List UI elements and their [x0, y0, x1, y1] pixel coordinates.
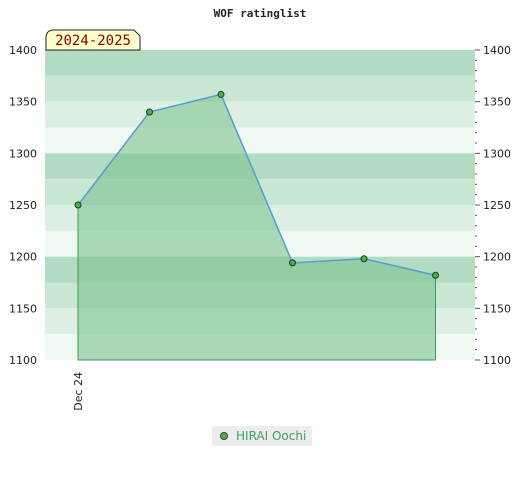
y-tick-label-left: 1350	[9, 96, 37, 109]
grid-band	[45, 127, 475, 154]
x-tick-label: Dec 24	[72, 372, 85, 411]
data-point[interactable]	[289, 259, 296, 267]
data-point[interactable]	[74, 201, 82, 209]
y-tick-label-left: 1400	[9, 44, 37, 57]
legend[interactable]: HIRAI Oochi	[212, 426, 313, 446]
series-line	[77, 93, 436, 276]
season-tag: 2024-2025	[45, 29, 141, 51]
y-tick-label-left: 1100	[9, 354, 37, 367]
data-point[interactable]	[217, 90, 225, 98]
y-tick-label-left: 1200	[9, 251, 37, 264]
y-tick-label-right: 1200	[483, 251, 511, 264]
grid-band	[45, 50, 475, 76]
y-tick-label-right: 1100	[483, 354, 511, 367]
axes: 1100 1100 1150 1150 1200 1200 1250 1250 1300 1300…	[9, 44, 511, 411]
y-tick-label-left: 1250	[9, 199, 37, 212]
y-tick-label-right: 1300	[483, 147, 511, 160]
legend-series-name: HIRAI Oochi	[236, 429, 307, 443]
markers	[74, 90, 439, 279]
y-tick-label-right: 1250	[483, 199, 511, 212]
y-tick-label-right: 1350	[483, 96, 511, 109]
y-tick-label-right: 1400	[483, 44, 511, 57]
y-tick-label-right: 1150	[483, 302, 511, 315]
y-tick-label-left: 1150	[9, 302, 37, 315]
grid-band	[45, 75, 475, 102]
chart-title: WOF ratinglist	[214, 7, 307, 20]
y-tick-label-left: 1300	[9, 147, 37, 160]
season-label: 2024-2025	[55, 33, 131, 49]
data-point[interactable]	[432, 271, 439, 279]
grid-band	[45, 101, 475, 128]
data-point[interactable]	[360, 255, 368, 263]
legend-marker-icon	[220, 432, 228, 440]
data-point[interactable]	[146, 108, 153, 116]
